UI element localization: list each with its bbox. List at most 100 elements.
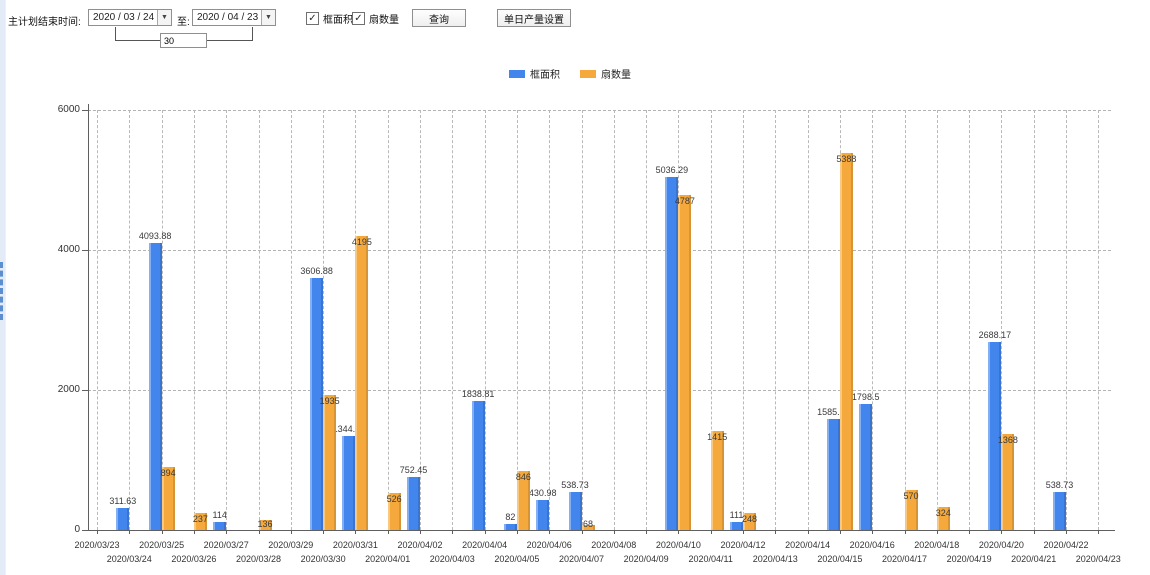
bar-value-label: 1798.5 — [851, 392, 880, 403]
y-axis-tick — [82, 530, 88, 531]
bar-frame-area — [148, 243, 162, 530]
grid-line-v — [290, 110, 292, 530]
grid-line-v — [226, 110, 228, 530]
grid-line-v — [775, 110, 777, 530]
x-tick-label: 2020/04/10 — [655, 540, 701, 550]
bar-value-label: 4195 — [351, 237, 372, 248]
legend-swatch-orange — [580, 69, 596, 78]
bar-fan-count — [193, 513, 207, 530]
x-tick-label: 2020/03/24 — [106, 554, 152, 564]
x-axis-tick — [1033, 530, 1035, 534]
x-axis-tick — [969, 530, 971, 534]
x-axis-tick — [1066, 530, 1067, 534]
x-tick-label: 2020/04/16 — [849, 540, 895, 550]
bar-fan-count — [355, 236, 369, 530]
x-axis-tick — [904, 530, 906, 534]
fan-count-checkbox[interactable]: ✓ 扇数量 — [352, 11, 399, 26]
x-tick-label: 2020/04/21 — [1011, 554, 1057, 564]
x-axis-tick — [452, 530, 454, 534]
grid-line-v — [872, 110, 874, 530]
bar-value-label: 324 — [935, 508, 951, 519]
y-axis-tick — [82, 390, 88, 391]
grid-line-v — [129, 110, 131, 530]
bar-fan-count — [839, 152, 853, 530]
daily-output-settings-button[interactable]: 单日产量设置 — [497, 9, 571, 27]
grid-line-h — [88, 110, 1111, 111]
grid-line-v — [969, 110, 971, 530]
bar-value-label: 1415 — [707, 431, 728, 442]
bar-frame-area — [568, 492, 582, 530]
bar-value-label: 248 — [741, 513, 758, 524]
bar-value-label: 570 — [903, 491, 919, 502]
x-axis-tick — [678, 530, 680, 534]
date-range-connector-right — [203, 27, 253, 41]
x-axis-line — [88, 530, 1115, 531]
bar-fan-count — [743, 512, 756, 530]
x-axis-tick — [775, 530, 777, 534]
frame-area-checkbox-label: 框面积 — [323, 15, 353, 26]
bar-value-label: 1585.96 — [817, 406, 850, 417]
bar-frame-area — [859, 404, 873, 530]
x-tick-label: 2020/04/22 — [1043, 540, 1089, 550]
x-axis-tick — [1098, 530, 1100, 534]
x-tick-label: 2020/04/12 — [720, 540, 766, 550]
x-axis-tick — [710, 530, 712, 534]
x-tick-label: 2020/04/01 — [365, 554, 411, 564]
grid-line-v — [613, 110, 615, 530]
bar-fan-count — [258, 520, 272, 530]
query-button[interactable]: 查询 — [412, 9, 466, 27]
bar-value-label: 111 — [729, 510, 744, 521]
x-tick-label: 2020/04/04 — [462, 540, 508, 550]
x-tick-label: 2020/03/27 — [203, 540, 249, 550]
chevron-down-icon[interactable]: ▼ — [157, 10, 171, 25]
x-axis-tick — [581, 530, 583, 534]
bar-fan-count — [904, 490, 918, 530]
x-axis-tick — [258, 530, 260, 534]
window-left-edge — [0, 0, 6, 575]
bar-value-label: 5388 — [836, 153, 857, 164]
bar-value-label: 1935 — [319, 395, 340, 406]
x-tick-label: 2020/03/26 — [171, 554, 217, 564]
interval-days-input[interactable] — [160, 33, 207, 48]
frame-area-checkbox[interactable]: ✓ 框面积 — [306, 11, 353, 26]
checkbox-checked-icon: ✓ — [352, 12, 365, 25]
bar-frame-area — [342, 435, 356, 530]
x-tick-label: 2020/03/31 — [332, 540, 378, 550]
bar-value-label: 1838.81 — [461, 389, 495, 400]
grid-line-v — [1098, 110, 1100, 530]
left-edge-scroll-mark — [0, 262, 3, 320]
grid-line-v — [743, 110, 744, 530]
x-tick-label: 2020/04/08 — [591, 540, 637, 550]
x-tick-label: 2020/04/14 — [785, 540, 831, 550]
legend-label: 框面积 — [530, 70, 560, 81]
x-axis-tick — [646, 530, 648, 534]
legend-item-fan-count: 扇数量 — [580, 66, 631, 81]
grid-line-v — [516, 110, 518, 530]
grid-line-v — [452, 110, 454, 530]
bar-value-label: 846 — [515, 471, 531, 482]
x-tick-label: 2020/04/07 — [558, 554, 605, 564]
date-from-combo[interactable]: 2020 / 03 / 24 ▼ — [88, 9, 172, 26]
x-axis-tick — [420, 530, 421, 534]
grid-line-v — [258, 110, 260, 530]
x-tick-label: 2020/04/02 — [397, 540, 443, 550]
date-to-combo[interactable]: 2020 / 04 / 23 ▼ — [192, 9, 276, 26]
x-tick-label: 2020/03/30 — [300, 554, 346, 564]
bar-value-label: 1344.95 — [332, 423, 366, 434]
bar-fan-count — [678, 194, 692, 530]
bar-value-label: 1368 — [997, 435, 1018, 446]
x-tick-label: 2020/04/03 — [429, 554, 475, 564]
x-tick-label: 2020/03/28 — [235, 554, 282, 564]
legend-item-frame-area: 框面积 — [509, 66, 560, 81]
y-tick-label: 6000 — [57, 104, 80, 115]
grid-line-v — [646, 110, 648, 530]
bar-value-label: 82 — [505, 512, 516, 523]
chevron-down-icon[interactable]: ▼ — [261, 10, 275, 25]
x-axis-tick — [1001, 530, 1003, 534]
y-tick-label: 4000 — [57, 244, 80, 255]
date-range-connector-left — [115, 27, 161, 41]
grid-line-v — [710, 110, 712, 530]
x-tick-label: 2020/04/06 — [526, 540, 572, 550]
x-axis-tick — [387, 530, 389, 534]
